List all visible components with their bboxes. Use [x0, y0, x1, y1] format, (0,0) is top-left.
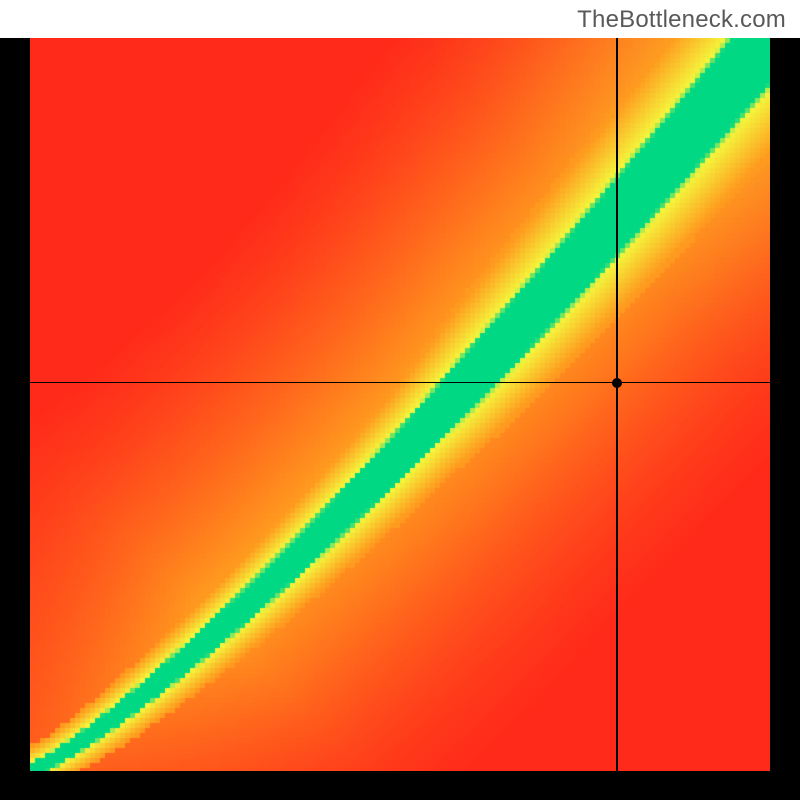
- plot-black-frame: [0, 38, 800, 800]
- crosshair-vertical: [616, 38, 618, 771]
- heatmap-canvas: [30, 38, 770, 771]
- crosshair-dot: [612, 378, 622, 388]
- crosshair-horizontal: [30, 382, 770, 384]
- chart-container: TheBottleneck.com: [0, 0, 800, 800]
- plot-area: [30, 38, 770, 771]
- watermark-text: TheBottleneck.com: [577, 6, 786, 34]
